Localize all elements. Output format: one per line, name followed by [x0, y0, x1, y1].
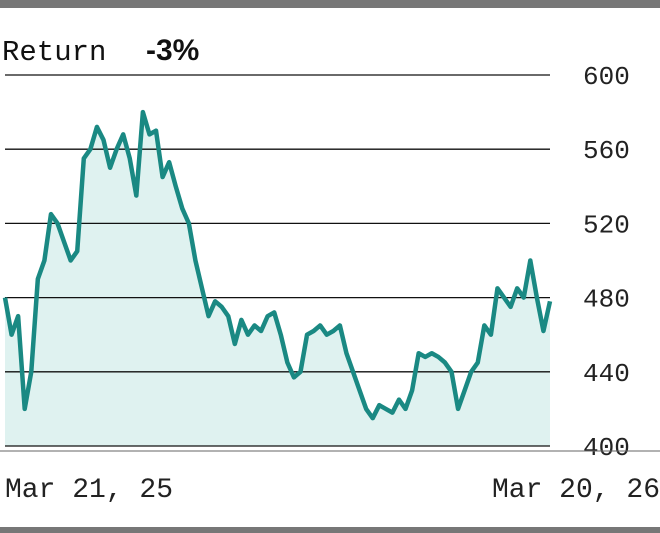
top-border — [0, 0, 660, 8]
x-tick-label: Mar 21, 25 — [5, 475, 173, 506]
chart-title: Return — [2, 36, 106, 69]
y-tick-label: 600 — [583, 62, 630, 92]
y-tick-label: 480 — [583, 285, 630, 315]
y-tick-label: 520 — [583, 210, 630, 240]
y-tick-label: 440 — [583, 359, 630, 389]
x-tick-label: Mar 20, 26 — [492, 475, 660, 506]
y-tick-label: 560 — [583, 136, 630, 166]
bottom-border — [0, 527, 660, 533]
area-fill — [5, 112, 550, 446]
return-value: -3% — [146, 34, 199, 67]
y-tick-label: 400 — [583, 433, 630, 463]
line — [2, 109, 553, 421]
